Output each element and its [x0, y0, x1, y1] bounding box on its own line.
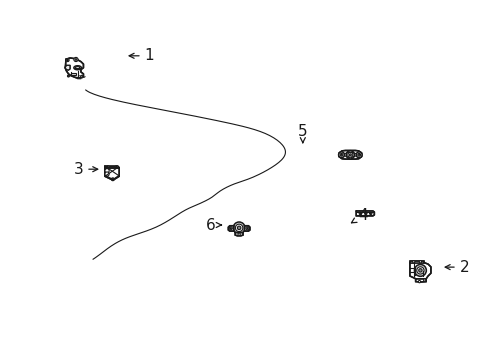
- Circle shape: [235, 224, 243, 231]
- Circle shape: [418, 280, 420, 283]
- Circle shape: [370, 213, 371, 214]
- Circle shape: [419, 261, 421, 263]
- Circle shape: [366, 213, 367, 214]
- Circle shape: [115, 166, 118, 168]
- Circle shape: [107, 166, 108, 168]
- Polygon shape: [245, 226, 250, 231]
- Circle shape: [116, 166, 117, 168]
- Circle shape: [247, 228, 248, 229]
- Polygon shape: [410, 261, 424, 263]
- Circle shape: [66, 59, 69, 62]
- Polygon shape: [235, 233, 243, 236]
- Circle shape: [68, 75, 70, 77]
- Circle shape: [359, 154, 360, 155]
- Polygon shape: [228, 226, 234, 231]
- Circle shape: [75, 59, 77, 60]
- Polygon shape: [416, 279, 426, 282]
- Text: 6: 6: [206, 217, 221, 233]
- Circle shape: [238, 233, 240, 235]
- Polygon shape: [410, 263, 431, 281]
- Circle shape: [111, 178, 114, 181]
- Polygon shape: [65, 58, 83, 78]
- Circle shape: [348, 152, 353, 157]
- Circle shape: [423, 279, 426, 281]
- Polygon shape: [65, 65, 70, 70]
- Text: 5: 5: [298, 124, 308, 143]
- Text: 2: 2: [445, 260, 469, 275]
- Circle shape: [105, 168, 109, 173]
- Circle shape: [418, 269, 422, 272]
- Circle shape: [81, 75, 83, 77]
- Circle shape: [339, 152, 344, 158]
- Polygon shape: [105, 166, 119, 180]
- Circle shape: [246, 227, 249, 230]
- Circle shape: [413, 261, 415, 263]
- Circle shape: [106, 166, 109, 168]
- Circle shape: [237, 226, 241, 230]
- Circle shape: [360, 213, 361, 214]
- Circle shape: [358, 153, 361, 156]
- Circle shape: [365, 212, 367, 215]
- Circle shape: [349, 154, 351, 156]
- Circle shape: [74, 57, 78, 62]
- Circle shape: [415, 265, 426, 276]
- Text: 4: 4: [351, 208, 368, 224]
- Circle shape: [359, 212, 362, 215]
- Polygon shape: [339, 150, 362, 159]
- Text: 3: 3: [74, 162, 98, 177]
- Ellipse shape: [74, 66, 81, 70]
- Circle shape: [369, 212, 372, 215]
- Circle shape: [233, 222, 245, 234]
- Circle shape: [340, 153, 343, 156]
- Circle shape: [105, 172, 109, 176]
- Text: 1: 1: [129, 48, 154, 63]
- Circle shape: [346, 151, 354, 159]
- Circle shape: [417, 267, 424, 274]
- Polygon shape: [356, 211, 374, 216]
- Circle shape: [112, 179, 113, 180]
- Circle shape: [67, 59, 68, 61]
- Circle shape: [229, 227, 232, 230]
- Bar: [72, 73, 76, 75]
- Circle shape: [341, 154, 342, 155]
- Circle shape: [356, 152, 362, 158]
- Circle shape: [230, 228, 231, 229]
